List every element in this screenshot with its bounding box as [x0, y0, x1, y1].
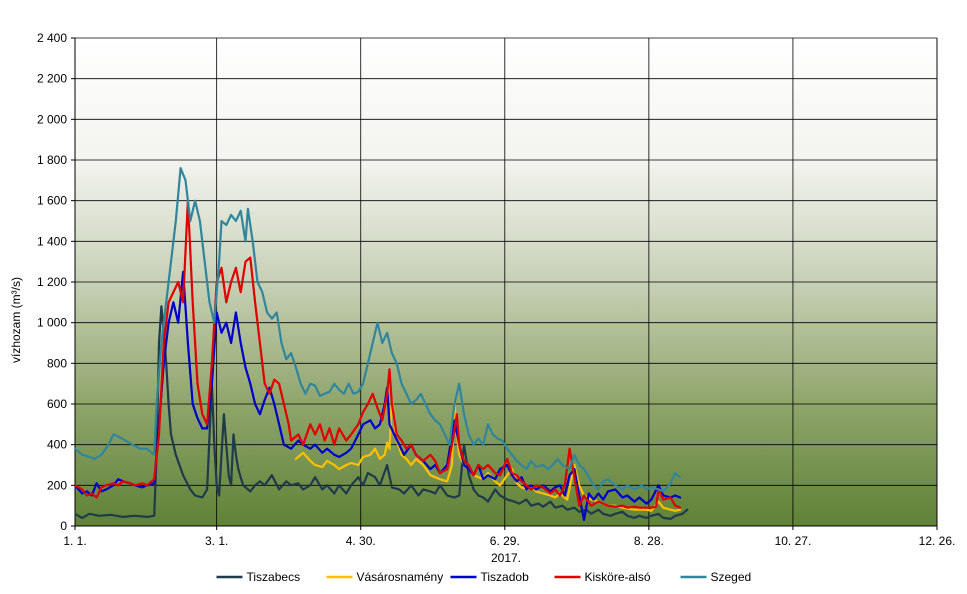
y-tick-label: 200 [47, 478, 67, 492]
svg-text:vízhozam (m: vízhozam (m³/s) [9, 277, 23, 363]
y-axis-label-main: vízhozam [9, 312, 23, 363]
legend-label: Szeged [711, 570, 752, 584]
legend-label: Kisköre-alsó [585, 570, 651, 584]
y-tick-label: 400 [47, 438, 67, 452]
y-tick-label: 1 200 [37, 275, 67, 289]
y-tick-label: 1 400 [37, 234, 67, 248]
y-tick-label: 2 000 [37, 112, 67, 126]
x-tick-label: 1. 1. [63, 534, 86, 548]
series-line-tiszadob [75, 270, 682, 521]
series-lines [75, 167, 689, 521]
y-tick-label: 0 [60, 519, 67, 533]
series-line-tiszabecs [75, 305, 689, 520]
x-tick-label: 8. 28. [634, 534, 664, 548]
y-tick-label: 800 [47, 356, 67, 370]
x-tick-label: 3. 1. [205, 534, 228, 548]
x-tick-label: 10. 27. [775, 534, 812, 548]
y-axis-label-unit: (m³/s) [9, 277, 23, 308]
x-tick-label: 4. 30. [346, 534, 376, 548]
y-tick-label: 1 600 [37, 194, 67, 208]
legend-label: Tiszabecs [247, 570, 301, 584]
y-tick-label: 2 400 [37, 31, 67, 45]
series-line-kiskore-also [75, 199, 682, 509]
y-tick-label: 1 800 [37, 153, 67, 167]
legend-item-tiszabecs: Tiszabecs [216, 570, 301, 584]
series-line-szeged [75, 167, 682, 493]
legend-item-szeged: Szeged [680, 570, 752, 584]
x-tick-label: 6. 29. [490, 534, 520, 548]
legend-item-tiszadob: Tiszadob [450, 570, 530, 584]
x-tick-label: 12. 26. [919, 534, 956, 548]
legend-label: Tiszadob [481, 570, 530, 584]
x-axis-label: 2017. [491, 551, 521, 565]
y-axis-ticks: 0 200 400 600 800 1 000 1 200 1 400 1 600 1 800 2 … [37, 31, 75, 533]
y-tick-label: 1 000 [37, 316, 67, 330]
legend-item-kiskore-also: Kisköre-alsó [554, 570, 651, 584]
legend-item-vasarosnameny: Vásárosnamény [326, 570, 444, 584]
y-tick-label: 600 [47, 397, 67, 411]
y-tick-label: 2 200 [37, 72, 67, 86]
legend-label: Vásárosnamény [357, 570, 444, 584]
x-axis-ticks: 1. 1. 3. 1. 4. 30. 6. 29. 8. 28. 10. 27. 12. 2… [63, 526, 955, 548]
y-axis-label: vízhozam (m³/s) [9, 277, 23, 363]
legend: Tiszabecs Vásárosnamény Tiszadob Kisköre-al… [216, 570, 752, 584]
